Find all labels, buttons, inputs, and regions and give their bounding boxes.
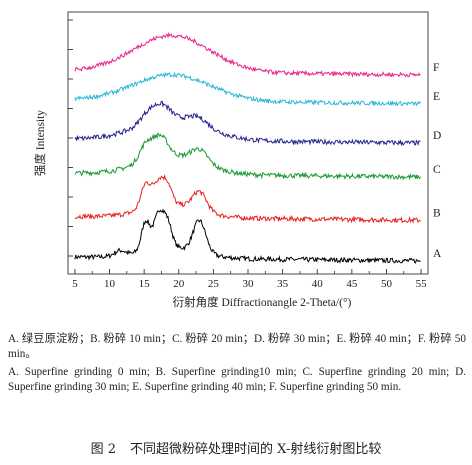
- figure-title-text: 不同超微粉碎处理时间的 X-射线衍射图比较: [130, 442, 382, 457]
- chart-series-group: [74, 31, 421, 264]
- xrd-chart: 5 10 15 20 25 30 35 40 45 50 55 A B C D E F 衍射角度 Diffra…: [33, 11, 442, 309]
- series-label-d: D: [433, 130, 441, 142]
- y-axis-ticks: [68, 19, 73, 257]
- x-tick-label: 55: [416, 278, 428, 290]
- series-line-d: [74, 100, 421, 147]
- series-label-b: B: [433, 207, 441, 219]
- figure-title: 图 2 不同超微粉碎处理时间的 X-射线衍射图比较: [0, 438, 472, 457]
- figure-number: 图 2: [90, 442, 117, 457]
- x-tick-label: 15: [139, 278, 151, 290]
- x-tick-label: 45: [346, 278, 358, 290]
- plot-frame: [67, 11, 429, 275]
- caption-english: A. Superfine grinding 0 min; B. Superfin…: [8, 366, 466, 393]
- x-axis-label: 衍射角度 Diffractionangle 2-Theta/(°): [173, 295, 352, 309]
- x-tick-label: 35: [277, 278, 289, 290]
- series-labels: A B C D E F: [433, 62, 442, 260]
- series-line-a: [74, 208, 421, 264]
- series-line-f: [74, 31, 421, 78]
- series-label-a: A: [433, 248, 442, 260]
- x-tick-label: 5: [72, 278, 78, 290]
- y-axis-label: 强度 Intensity: [33, 110, 47, 176]
- series-label-c: C: [433, 164, 441, 176]
- series-label-f: F: [433, 62, 439, 74]
- x-tick-label: 30: [243, 278, 255, 290]
- series-line-c: [74, 132, 421, 181]
- x-tick-label: 10: [104, 278, 116, 290]
- caption-chinese: A. 绿豆原淀粉；B. 粉碎 10 min；C. 粉碎 20 min；D. 粉碎…: [8, 333, 466, 360]
- series-line-e: [74, 71, 421, 107]
- x-tick-label: 50: [381, 278, 393, 290]
- x-tick-label: 25: [208, 278, 220, 290]
- x-tick-label: 40: [312, 278, 324, 290]
- x-tick-label: 20: [173, 278, 185, 290]
- series-label-e: E: [433, 91, 440, 103]
- series-line-b: [74, 174, 421, 224]
- x-axis-ticks: 5 10 15 20 25 30 35 40 45 50 55: [72, 269, 427, 290]
